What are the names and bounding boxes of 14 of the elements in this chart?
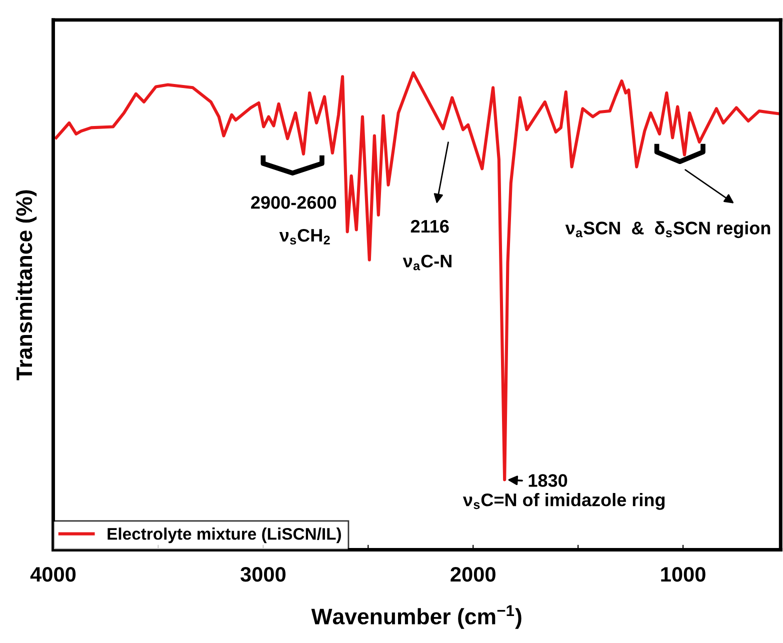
y-axis-title: Transmittance (%) (16, 190, 37, 380)
annotation: 2900-2600 (251, 196, 336, 209)
x-tick-label: 1000 (661, 566, 706, 582)
x-tick-label: 3000 (240, 566, 286, 582)
x-tick-label: 4000 (30, 566, 76, 582)
annotation: 2116 (410, 220, 449, 233)
x-axis-title: Wavenumber (cm$^{−1}$) (311, 605, 522, 629)
annotation: 1830 (528, 474, 568, 487)
annotation: ν$_{s}$CH$_{2}$ (279, 228, 330, 245)
legend-label: Electrolyte mixture (LiSCN/IL) (108, 528, 341, 544)
annotation: ν$_{s}$C=N of imidazole ring (462, 493, 665, 510)
x-tick-label: 2000 (450, 566, 496, 582)
annotation: ν$_{a}$C-N (402, 254, 452, 270)
annotation: ν$_{a}$SCN & δ$_{s}$SCN region (565, 221, 770, 238)
